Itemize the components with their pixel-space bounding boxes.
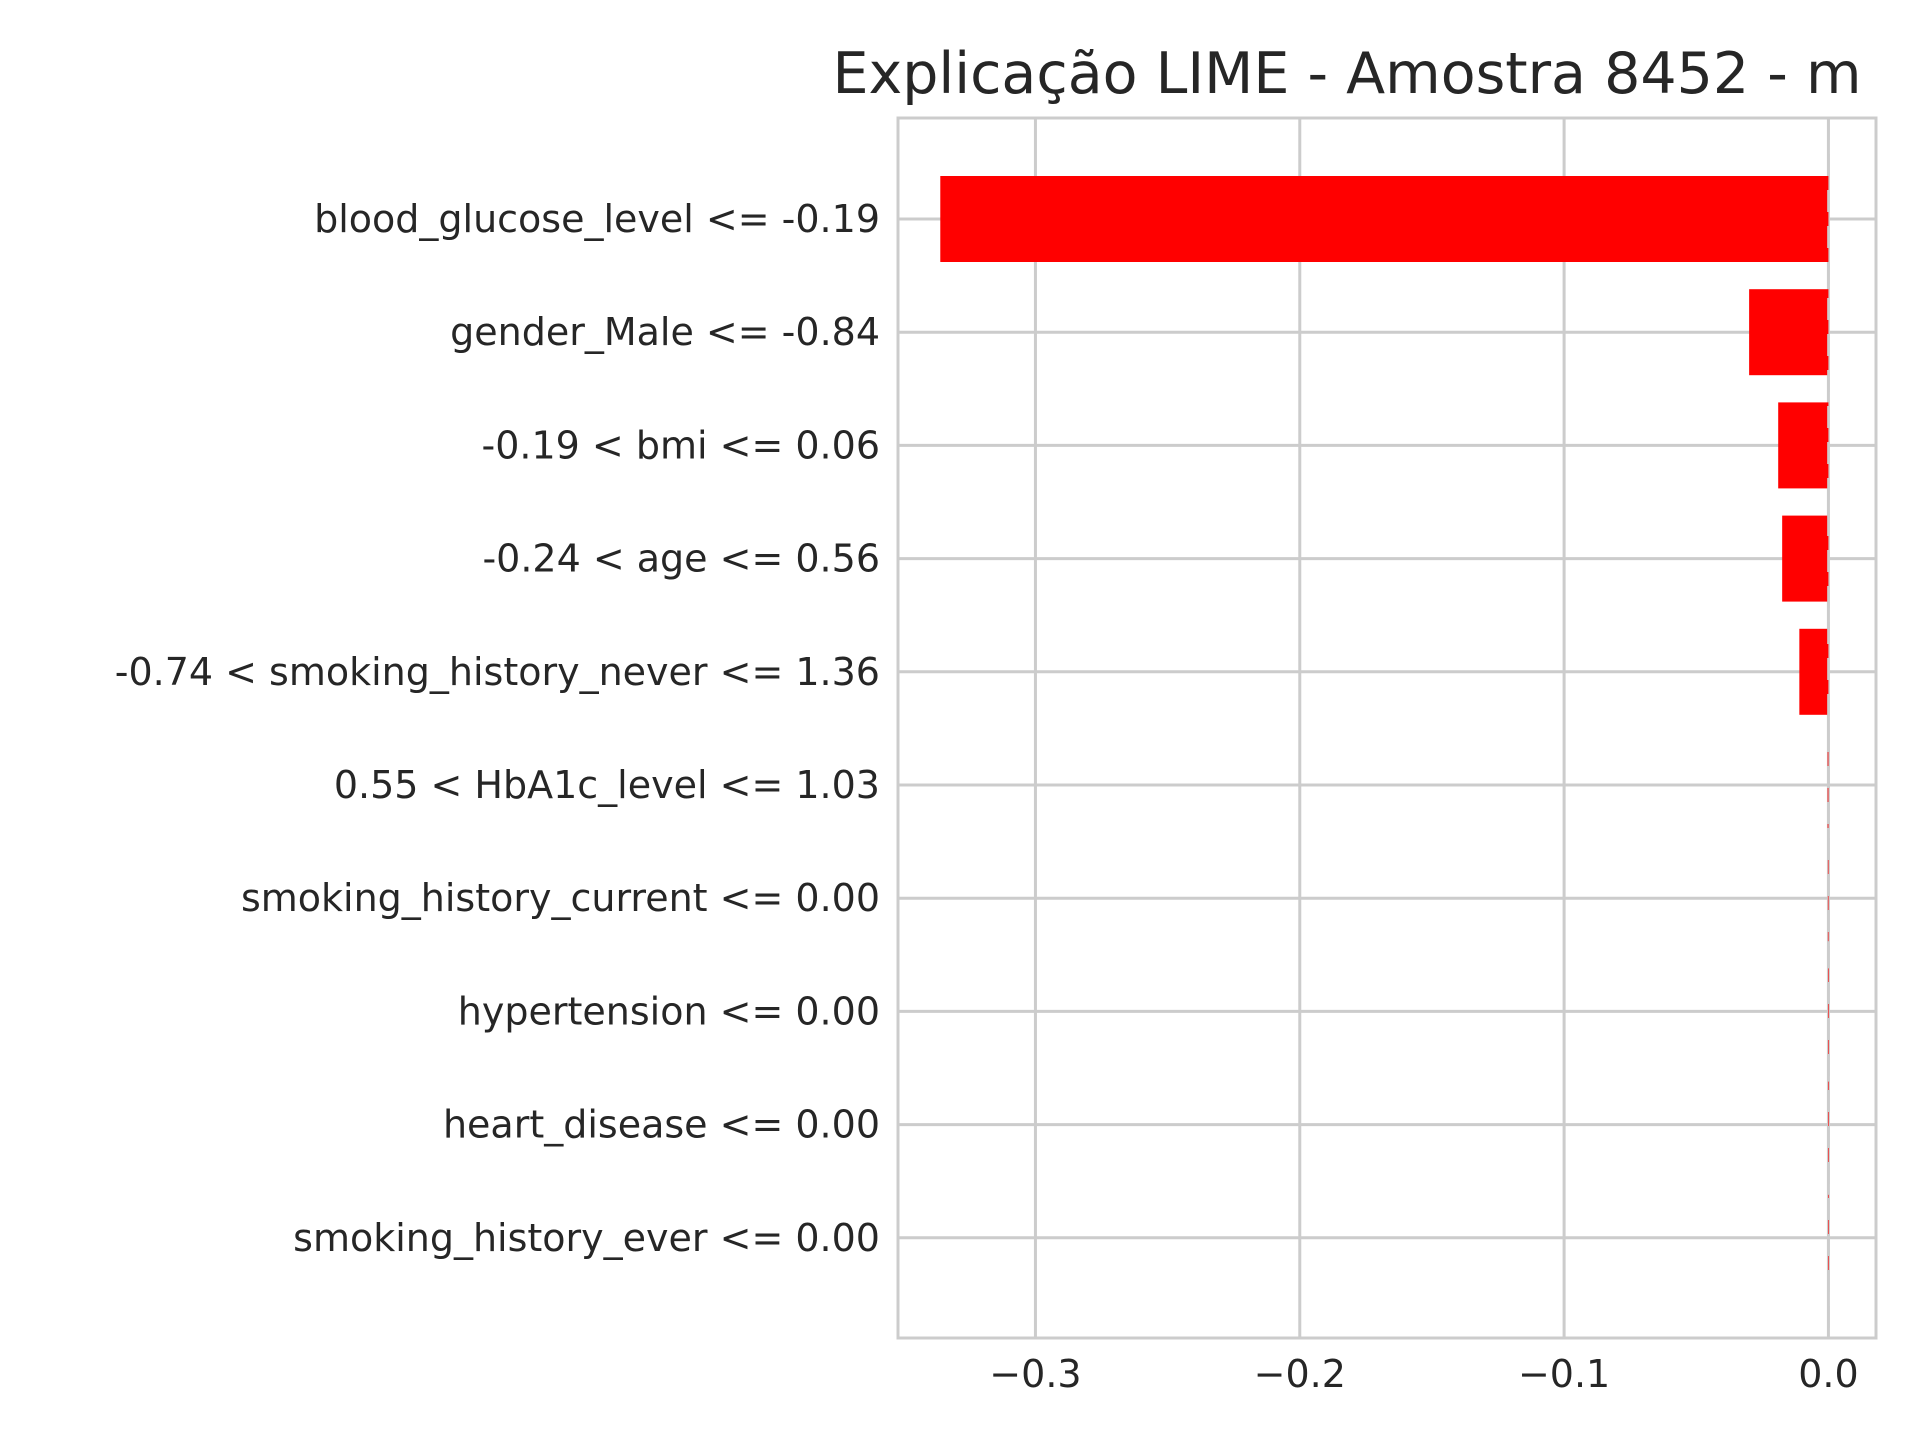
y-tick-label: blood_glucose_level <= -0.19 [314,197,880,241]
y-tick-label: -0.24 < age <= 0.56 [482,537,880,581]
x-tick-label: 0.0 [1798,1352,1858,1396]
x-tick-label: −0.2 [1254,1352,1346,1396]
y-axis-ticks: blood_glucose_level <= -0.19 gender_Male … [115,197,880,1260]
bar [1778,402,1829,489]
bar [1782,515,1829,602]
y-tick-label: smoking_history_current <= 0.00 [241,876,880,920]
y-tick-label: gender_Male <= -0.84 [450,310,880,354]
bar-layer [940,176,1829,1281]
chart-title: Explicação LIME - Amostra 8452 - m [832,41,1861,107]
plot-area [898,118,1876,1338]
y-tick-label: -0.19 < bmi <= 0.06 [482,423,880,467]
bar [940,176,1829,262]
bar [1828,1081,1829,1168]
y-tick-label: heart_disease <= 0.00 [443,1103,880,1147]
x-axis-ticks: −0.3 −0.2 −0.1 0.0 [989,1352,1858,1396]
y-tick-label: -0.74 < smoking_history_never <= 1.36 [115,650,880,694]
bar [1827,855,1829,942]
grid-layer [898,118,1876,1338]
plot-frame [896,116,1878,1340]
x-tick-label: −0.1 [1518,1352,1610,1396]
y-tick-label: smoking_history_ever <= 0.00 [293,1216,880,1260]
bar [1749,289,1829,376]
y-tick-label: 0.55 < HbA1c_level <= 1.03 [334,763,880,807]
bar [1828,968,1829,1055]
y-tick-label: hypertension <= 0.00 [458,989,880,1033]
x-tick-label: −0.3 [989,1352,1081,1396]
bar [1799,628,1829,715]
